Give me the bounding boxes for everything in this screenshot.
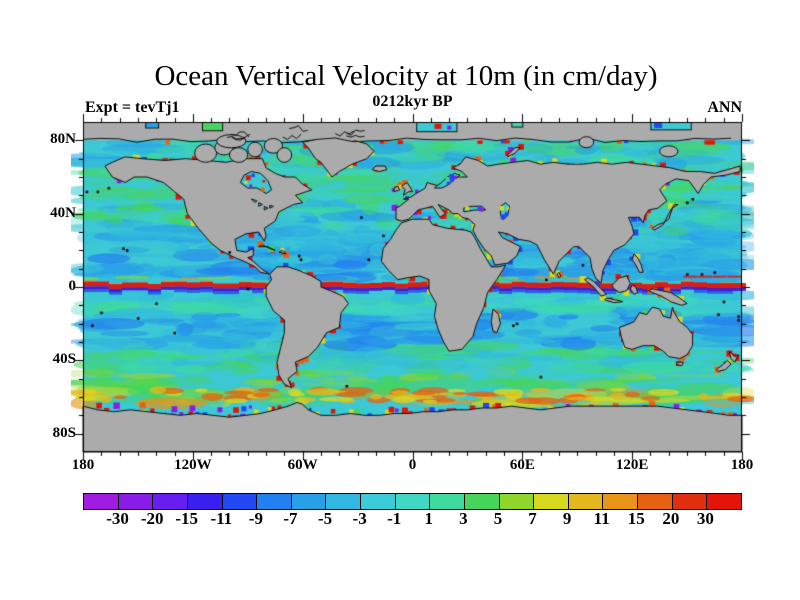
colorbar-tick-label: -5 xyxy=(317,509,333,528)
colorbar-tick-label: -7 xyxy=(283,509,298,528)
y-axis-tick-label: 0 xyxy=(68,278,77,294)
colorbar-segment xyxy=(429,494,464,509)
colorbar-segment xyxy=(221,494,257,509)
x-axis-tick-label: 120E xyxy=(615,457,649,473)
colorbar-tick-label: -3 xyxy=(352,509,367,528)
y-axis-tick-label: 40N xyxy=(50,204,76,221)
colorbar-segment xyxy=(84,494,118,509)
experiment-label: Expt = tevTj1 xyxy=(85,99,180,116)
colorbar-segment xyxy=(325,494,360,509)
colorbar-tick-label: 3 xyxy=(459,509,468,528)
colorbar-tick-label: 15 xyxy=(627,509,645,528)
x-axis-tick-label: 180 xyxy=(71,457,95,473)
x-axis-tick-label: 0 xyxy=(408,457,417,473)
colorbar xyxy=(83,493,742,510)
colorbar-tick-label: 5 xyxy=(493,509,503,528)
colorbar-segment xyxy=(637,494,672,509)
colorbar-segment xyxy=(567,494,603,509)
colorbar-segment xyxy=(117,494,153,509)
colorbar-segment xyxy=(533,494,568,509)
plot-title: Ocean Vertical Velocity at 10m (in cm/da… xyxy=(154,60,658,92)
colorbar-tick-label: 30 xyxy=(696,509,714,528)
colorbar-tick-label: -1 xyxy=(387,509,402,528)
colorbar-tick-label: 9 xyxy=(562,509,572,528)
colorbar-tick-labels: -30 -20 -15 -11 -9 -7 -5 -3 -1 1 3 5 7 9 11 15 20 30 xyxy=(83,509,740,531)
colorbar-segment xyxy=(463,494,499,509)
season-label: ANN xyxy=(707,99,742,116)
y-axis-tick-label: 40S xyxy=(52,351,76,368)
colorbar-segment xyxy=(706,494,741,509)
colorbar-segment xyxy=(498,494,534,509)
colorbar-tick-label: 20 xyxy=(662,509,680,528)
colorbar-tick-label: -20 xyxy=(140,509,164,528)
colorbar-segment xyxy=(256,494,291,509)
colorbar-segment xyxy=(360,494,395,509)
colorbar-segment xyxy=(394,494,430,509)
colorbar-segment xyxy=(602,494,637,509)
colorbar-segment xyxy=(152,494,187,509)
y-axis-tick-label: 80N xyxy=(50,131,76,148)
colorbar-tick-label: -15 xyxy=(175,509,199,528)
x-axis-tick-label: 180 xyxy=(730,457,754,473)
colorbar-tick-label: 11 xyxy=(593,509,610,528)
colorbar-tick-label: -9 xyxy=(248,509,263,528)
world-map-plot xyxy=(71,110,754,464)
x-axis-tick-label: 60W xyxy=(287,457,318,473)
colorbar-tick-label: 7 xyxy=(528,509,537,528)
plot-subtitle: 0212kyr BP xyxy=(372,93,453,110)
colorbar-segment xyxy=(290,494,326,509)
colorbar-tick-label: -11 xyxy=(210,509,233,528)
colorbar-segment xyxy=(186,494,222,509)
colorbar-tick-label: -30 xyxy=(106,509,129,528)
x-axis-tick-label: 120W xyxy=(174,457,212,473)
colorbar-tick-label: 1 xyxy=(424,509,434,528)
x-axis-tick-label: 60E xyxy=(509,457,535,473)
colorbar-segment xyxy=(671,494,707,509)
y-axis-tick-label: 80S xyxy=(52,424,76,441)
